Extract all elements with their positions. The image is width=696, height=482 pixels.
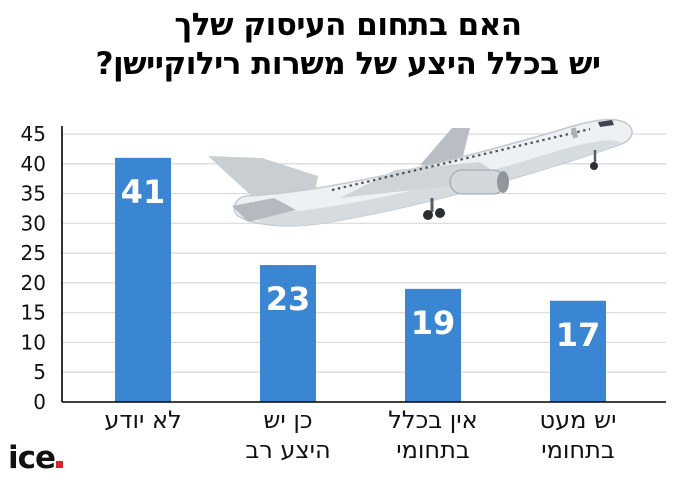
y-tick-label: 40 bbox=[21, 152, 46, 176]
bar-4 bbox=[550, 300, 606, 402]
logo-dot-icon bbox=[56, 461, 64, 468]
x-tick-label-4-line-2: בתחומי bbox=[541, 436, 615, 464]
y-tick-label: 20 bbox=[21, 271, 46, 295]
bars: 41 23 19 17 bbox=[115, 157, 606, 402]
x-tick-label-3-line-2: בתחומי bbox=[396, 436, 470, 464]
bar-1 bbox=[115, 157, 171, 402]
y-tick-label: 35 bbox=[21, 182, 46, 206]
data-label-4: 17 bbox=[556, 316, 601, 354]
y-tick-label: 15 bbox=[21, 301, 46, 325]
title-line-2: יש בכלל היצע של משרות רילוקיישן? bbox=[95, 46, 601, 82]
bar-2 bbox=[260, 265, 316, 402]
data-label-3: 19 bbox=[411, 304, 456, 342]
ice-logo: ice bbox=[8, 438, 64, 478]
y-tick-label: 0 bbox=[33, 390, 46, 414]
y-tick-label: 10 bbox=[21, 330, 46, 354]
y-tick-label: 25 bbox=[21, 241, 46, 265]
x-tick-label-3-line-1: אין בכלל bbox=[388, 406, 477, 434]
x-tick-label-2-line-1: כן יש bbox=[263, 406, 312, 434]
x-tick-label-2-line-2: היצע רב bbox=[245, 436, 330, 464]
data-label-2: 23 bbox=[266, 280, 311, 318]
title-line-1: האם בתחום העיסוק שלך bbox=[174, 7, 522, 43]
data-label-1: 41 bbox=[121, 173, 166, 211]
y-tick-label: 45 bbox=[21, 122, 46, 146]
y-tick-label: 5 bbox=[33, 360, 46, 384]
airplane-illustration bbox=[208, 118, 633, 227]
y-tick-label: 30 bbox=[21, 211, 46, 235]
chart-title: האם בתחום העיסוק שלך יש בכלל היצע של משר… bbox=[0, 6, 696, 84]
bar-3 bbox=[405, 288, 461, 402]
logo-text: ice bbox=[8, 440, 56, 476]
x-tick-label-1-line-1: לא יודע bbox=[104, 406, 181, 434]
x-tick-label-4-line-1: יש מעט bbox=[540, 406, 617, 434]
